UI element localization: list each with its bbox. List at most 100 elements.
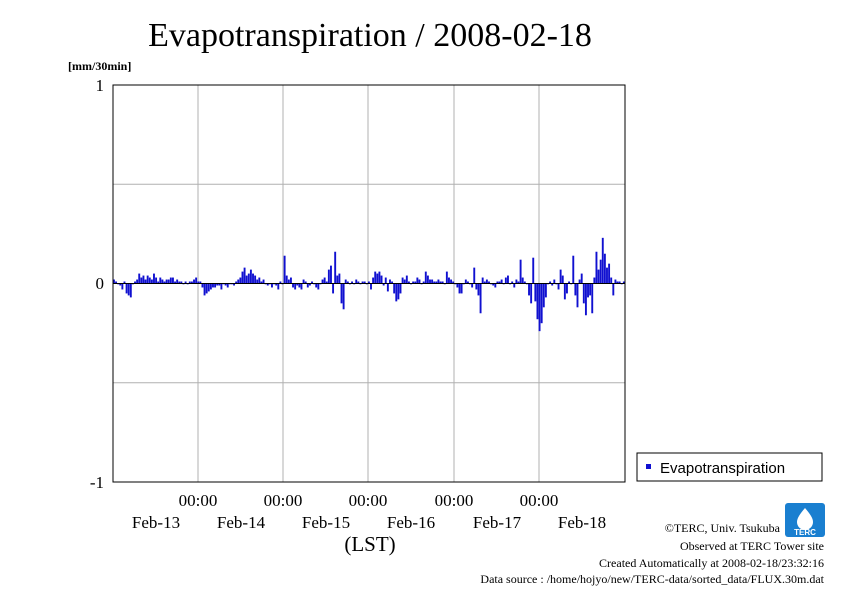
bar [311,281,313,284]
bar [374,271,377,284]
bar [201,283,204,288]
bar [332,283,335,294]
bar [405,275,408,284]
bar [441,281,444,284]
bar [601,237,604,284]
bar [308,283,311,286]
bar [254,275,257,284]
bar [262,279,265,284]
bar [370,283,372,290]
bar [165,279,168,284]
bar [563,283,566,300]
bar [249,269,252,284]
bar [574,283,577,296]
bar [224,283,227,286]
bar [382,283,385,286]
bar [517,281,520,284]
bar [220,283,223,290]
bar [163,281,166,284]
bar [226,283,229,288]
bar [317,283,320,290]
bar [578,279,581,284]
bar [241,271,244,284]
droplet-icon [797,508,813,530]
bar [479,283,482,314]
bar [521,277,524,284]
bar [481,277,484,284]
bar [464,279,467,284]
bar [399,283,402,294]
bar [321,279,324,284]
bar [460,283,463,294]
bar [129,283,132,298]
x-date-label: Feb-17 [473,513,522,532]
logo-text: TERC [794,528,816,537]
bar [380,275,383,284]
bar [142,275,145,284]
x-axis-label: (LST) [344,532,395,556]
bar [584,283,587,316]
bar [407,281,410,284]
bar [271,283,273,288]
bar [597,269,600,284]
bar [190,281,193,284]
bar [557,283,560,290]
bar [153,273,155,284]
bar [245,275,248,284]
legend-swatch [646,464,651,469]
bar [511,281,514,284]
bar [496,281,499,284]
x-date-label: Feb-13 [132,513,180,532]
bar [140,277,143,284]
bar [498,281,501,284]
x-time-label: 00:00 [179,491,218,510]
bar [361,281,364,284]
bar [155,277,158,284]
bar [414,281,417,284]
bar [534,283,537,302]
bar [235,281,238,284]
bar [591,283,594,314]
y-tick-neg1: -1 [90,473,104,492]
x-time-label: 00:00 [264,491,303,510]
bar [346,281,349,284]
bar [553,279,556,284]
bar [113,279,115,284]
bar [504,277,507,284]
bar [176,279,179,284]
bar [580,273,583,284]
bar [197,281,200,284]
x-time-label: 00:00 [349,491,388,510]
bar [239,277,242,284]
bar [500,279,503,284]
x-date-label: Feb-15 [302,513,350,532]
bar [544,283,547,298]
bar [582,283,585,304]
bar [115,281,118,284]
bar [285,275,288,284]
bar [287,279,290,284]
bar [298,283,301,288]
bar [530,283,533,304]
bar [384,277,387,284]
bar [340,283,343,304]
bar [178,281,181,284]
bar [351,281,353,284]
bar [450,279,453,284]
bar [614,279,617,284]
bar [172,277,174,284]
bar [372,277,375,284]
bar [551,283,554,286]
x-time-label: 00:00 [520,491,559,510]
bar [292,283,294,288]
bar [483,281,486,284]
bar [452,281,455,284]
bar [401,277,404,284]
bar [433,281,436,284]
created-text: Created Automatically at 2008-02-18/23:3… [599,556,824,570]
bar [174,281,176,284]
bar [138,273,141,284]
bar [458,283,461,294]
bar [608,263,611,284]
